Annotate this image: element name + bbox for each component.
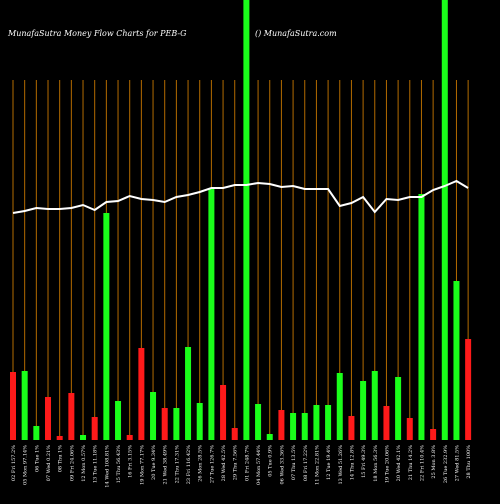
bar	[150, 392, 157, 440]
bar	[196, 403, 203, 440]
bar	[91, 417, 98, 440]
bar	[430, 429, 437, 440]
x-tick-label: 26 Tue 232.9%	[443, 445, 449, 483]
bar	[21, 371, 28, 440]
x-tick-label: 07 Thu 13.5%	[291, 445, 297, 480]
x-tick-label: 22 Fri 110.4%	[419, 445, 425, 481]
x-tick-label: 15 Fri 49.3%	[361, 445, 367, 478]
bar	[360, 381, 367, 440]
bar	[406, 418, 413, 440]
bar	[383, 406, 390, 440]
bar	[185, 347, 192, 440]
x-tick-label: 04 Mon 57.44%	[256, 445, 262, 485]
x-tick-label: 08 Thu 1%	[58, 445, 64, 472]
x-tick-label: 01 Fri 248.7%	[244, 445, 250, 481]
x-tick-label: 12 Mon 0.57%	[81, 445, 87, 482]
x-tick-label: 28 Thu 100%	[466, 445, 472, 479]
x-tick-label: 05 Mon 97.14%	[23, 445, 29, 485]
bar	[45, 397, 52, 440]
x-tick-label: 21 Thu 14.2%	[408, 445, 414, 480]
bar	[336, 373, 343, 440]
bar	[371, 371, 378, 440]
bar	[208, 188, 215, 440]
x-tick-label: 14 Thu 12.8%	[349, 445, 355, 480]
bar	[173, 408, 180, 440]
bar	[243, 0, 250, 440]
x-tick-label: 16 Fri 3.15%	[128, 445, 134, 478]
bar	[126, 435, 133, 440]
bar	[266, 434, 273, 440]
bar	[10, 372, 16, 440]
bar	[103, 213, 110, 440]
x-tick-label: 26 Mon 28.5%	[198, 445, 204, 482]
bar	[255, 404, 262, 440]
x-tick-label: 13 Wed 51.26%	[338, 445, 344, 485]
x-tick-label: 20 Wed 42.1%	[396, 445, 402, 482]
bar	[80, 435, 87, 440]
bar	[395, 377, 402, 440]
x-tick-label: 06 Wed 33.36%	[279, 445, 285, 485]
x-tick-label: 15 Thu 56.43%	[116, 445, 122, 484]
bar	[313, 405, 320, 440]
bar	[68, 393, 75, 440]
x-tick-label: 07 Wed 0.21%	[46, 445, 52, 482]
x-tick-label: 23 Fri 116.42%	[186, 445, 192, 484]
x-tick-label: 08 Fri 17.22%	[303, 445, 309, 481]
x-tick-label: 28 Wed 42.5%	[221, 445, 227, 482]
bar	[301, 413, 308, 440]
bar	[138, 348, 145, 440]
x-tick-label: 06 Tue 1%	[34, 445, 40, 472]
bar	[465, 339, 472, 440]
bar	[278, 410, 285, 440]
bar	[115, 401, 122, 440]
money-flow-line	[12, 179, 469, 214]
bar	[441, 0, 448, 440]
x-tick-label: 13 Tue 11.18%	[93, 445, 99, 483]
x-tick-label: 05 Tue 0.9%	[268, 445, 274, 477]
chart-subtitle: () MunafaSutra.com	[255, 29, 337, 38]
chart-title: MunafaSutra Money Flow Charts for PEB-G	[7, 29, 187, 38]
x-tick-label: 12 Tue 19.4%	[326, 445, 332, 480]
x-tick-label: 21 Wed 38.49%	[163, 445, 169, 485]
x-tick-label: 27 Tue 126.7%	[209, 445, 215, 483]
x-tick-label: 20 Tue 9.34%	[151, 445, 157, 480]
x-tick-label: 02 Fri 157.2%	[11, 445, 17, 481]
x-tick-label: 11 Mon 22.81%	[314, 445, 320, 485]
x-tick-label: 27 Wed 81.5%	[454, 445, 460, 482]
bar	[348, 416, 355, 440]
bar	[220, 385, 227, 440]
bar	[453, 281, 460, 440]
bar	[231, 428, 238, 440]
x-tick-label: 22 Thu 17.31%	[174, 445, 180, 484]
bar	[290, 413, 297, 440]
x-tick-label: 14 Wed 108.81%	[104, 445, 110, 488]
x-tick-label: 18 Mon 56.3%	[373, 445, 379, 482]
x-tick-label: 29 Thu 7.56%	[233, 445, 239, 480]
bar	[33, 426, 40, 440]
x-tick-label: 25 Mon 3.8%	[431, 445, 437, 479]
bar	[325, 405, 332, 440]
bar	[161, 408, 168, 440]
bar	[418, 194, 425, 440]
x-tick-label: 19 Tue 20.06%	[384, 445, 390, 483]
x-tick-label: 19 Mon 77.17%	[139, 445, 145, 485]
x-tick-label: 09 Fri 24.06%	[69, 445, 75, 481]
bar	[56, 436, 63, 440]
